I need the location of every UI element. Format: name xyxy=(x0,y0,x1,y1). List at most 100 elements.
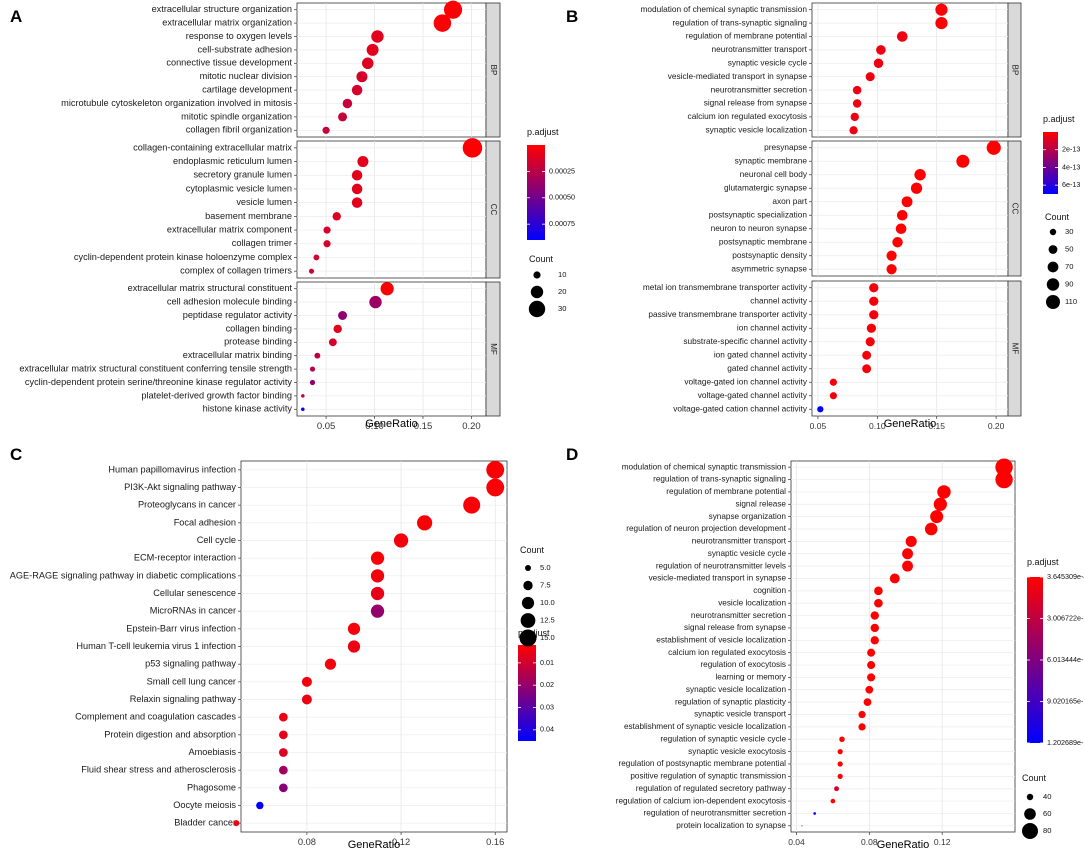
term-label: synaptic vesicle cycle xyxy=(728,57,808,67)
term-label: passive transmembrane transporter activi… xyxy=(648,309,807,319)
data-point xyxy=(867,661,876,670)
size-legend-dot xyxy=(521,596,535,610)
term-label: Protein digestion and absorption xyxy=(104,729,236,739)
data-point xyxy=(278,783,288,793)
size-legend-dot xyxy=(520,613,536,628)
size-legend: Count 10 20 30 xyxy=(528,254,566,318)
term-label: Cellular senescence xyxy=(153,588,236,598)
term-label: ECM-receptor interaction xyxy=(134,553,236,563)
data-point xyxy=(874,586,883,596)
data-point xyxy=(865,337,875,347)
panel-b: B BP modulation of chemical synaptic trans… xyxy=(566,2,1080,431)
panel-letter: C xyxy=(10,445,22,464)
data-point xyxy=(369,295,382,309)
size-legend: Count 30 50 70 90 110 xyxy=(1045,212,1077,309)
data-point xyxy=(301,694,312,705)
panel-letter: B xyxy=(566,7,578,26)
term-label: voltage-gated cation channel activity xyxy=(673,403,808,413)
term-label: ion gated channel activity xyxy=(714,349,808,359)
term-label: extracellular structure organization xyxy=(152,4,292,14)
data-point xyxy=(839,736,845,743)
x-axis-title: GeneRatio xyxy=(348,839,401,851)
term-label: calcium ion regulated exocytosis xyxy=(668,648,786,657)
term-label: Human papillomavirus infection xyxy=(108,464,236,474)
size-legend-label: 60 xyxy=(1043,809,1051,818)
term-label: protease binding xyxy=(224,337,292,347)
color-legend: p.adjust 0.00025 0.00050 0.00075 xyxy=(527,127,575,240)
data-point xyxy=(935,3,948,16)
size-legend-label: 15.0 xyxy=(540,633,555,642)
data-point xyxy=(834,786,839,792)
data-point xyxy=(867,648,876,657)
plot-panel xyxy=(811,140,1009,277)
term-label: synaptic vesicle cycle xyxy=(708,549,787,558)
data-point xyxy=(301,676,312,687)
data-point xyxy=(278,748,288,757)
data-point xyxy=(366,43,379,56)
data-point xyxy=(858,723,866,731)
term-label: modulation of chemical synaptic transmis… xyxy=(641,4,808,14)
term-label: collagen binding xyxy=(226,323,292,333)
x-axis: 0.05 0.10 0.15 0.20 GeneRatio xyxy=(317,416,481,432)
data-point xyxy=(867,673,876,682)
size-legend-label: 90 xyxy=(1065,280,1073,289)
data-point xyxy=(858,710,866,719)
data-point xyxy=(849,126,858,135)
x-axis-title: GeneRatio xyxy=(877,839,930,851)
panel-letter: D xyxy=(566,445,578,464)
term-label: synaptic vesicle transport xyxy=(694,710,787,719)
x-tick-label: 0.16 xyxy=(486,837,504,847)
color-legend-title: p.adjust xyxy=(527,127,559,137)
term-label: Proteoglycans in cancer xyxy=(138,500,236,510)
color-legend-label: 0.00075 xyxy=(549,219,575,228)
term-label: regulation of neuron projection developm… xyxy=(626,524,786,533)
term-label: extracellular matrix structural constitu… xyxy=(128,283,293,293)
data-point xyxy=(935,16,948,30)
data-point xyxy=(333,324,342,334)
data-point xyxy=(886,264,897,275)
term-label: secretory granule lumen xyxy=(193,170,292,180)
term-label: cell-substrate adhesion xyxy=(198,44,292,54)
data-point xyxy=(370,604,385,618)
panel-letter: A xyxy=(10,7,22,26)
x-tick-label: 0.08 xyxy=(298,837,316,847)
data-point xyxy=(869,310,879,320)
facet-mf: MF metal ion transmembrane transporter ac… xyxy=(643,280,1022,417)
term-label: connective tissue development xyxy=(166,58,292,68)
data-point xyxy=(323,226,331,234)
term-label: PI3K-Akt signaling pathway xyxy=(124,482,236,492)
term-label: Bladder cancer xyxy=(174,818,236,828)
color-legend-label: 4e-13 xyxy=(1062,162,1080,171)
size-legend-label: 12.5 xyxy=(540,616,555,625)
term-label: microtubule cytoskeleton organization in… xyxy=(61,98,292,108)
size-legend-title: Count xyxy=(529,254,554,264)
term-label: cytoplasmic vesicle lumen xyxy=(186,183,292,193)
data-point xyxy=(351,183,363,195)
data-point xyxy=(829,392,837,400)
data-point xyxy=(417,515,433,531)
plot-panel xyxy=(296,281,487,417)
data-point xyxy=(309,366,316,372)
data-point xyxy=(278,730,288,740)
data-point xyxy=(370,586,385,601)
data-point xyxy=(393,533,409,548)
color-legend-label: 2e-13 xyxy=(1062,145,1080,154)
term-label: signal release from synapse xyxy=(684,623,786,632)
term-label: voltage-gated ion channel activity xyxy=(684,376,808,386)
data-point xyxy=(486,478,505,497)
term-label: regulation of neurotransmitter secretion xyxy=(644,809,787,818)
data-point xyxy=(895,223,907,235)
term-label: cartilage development xyxy=(202,85,292,95)
facet-strip xyxy=(1007,140,1022,277)
term-label: substrate-specific channel activity xyxy=(683,336,807,346)
term-label: AGE-RAGE signaling pathway in diabetic c… xyxy=(10,570,237,580)
term-label: synapse organization xyxy=(709,512,787,521)
color-legend-label: 0.04 xyxy=(540,725,554,734)
x-tick-label: 0.20 xyxy=(988,421,1005,431)
term-label: presynapse xyxy=(764,142,807,152)
size-legend-dot xyxy=(519,629,537,647)
term-label: collagen fibril organization xyxy=(186,125,292,135)
data-point xyxy=(837,773,843,779)
size-legend: Count 40 60 80 xyxy=(1022,773,1051,839)
